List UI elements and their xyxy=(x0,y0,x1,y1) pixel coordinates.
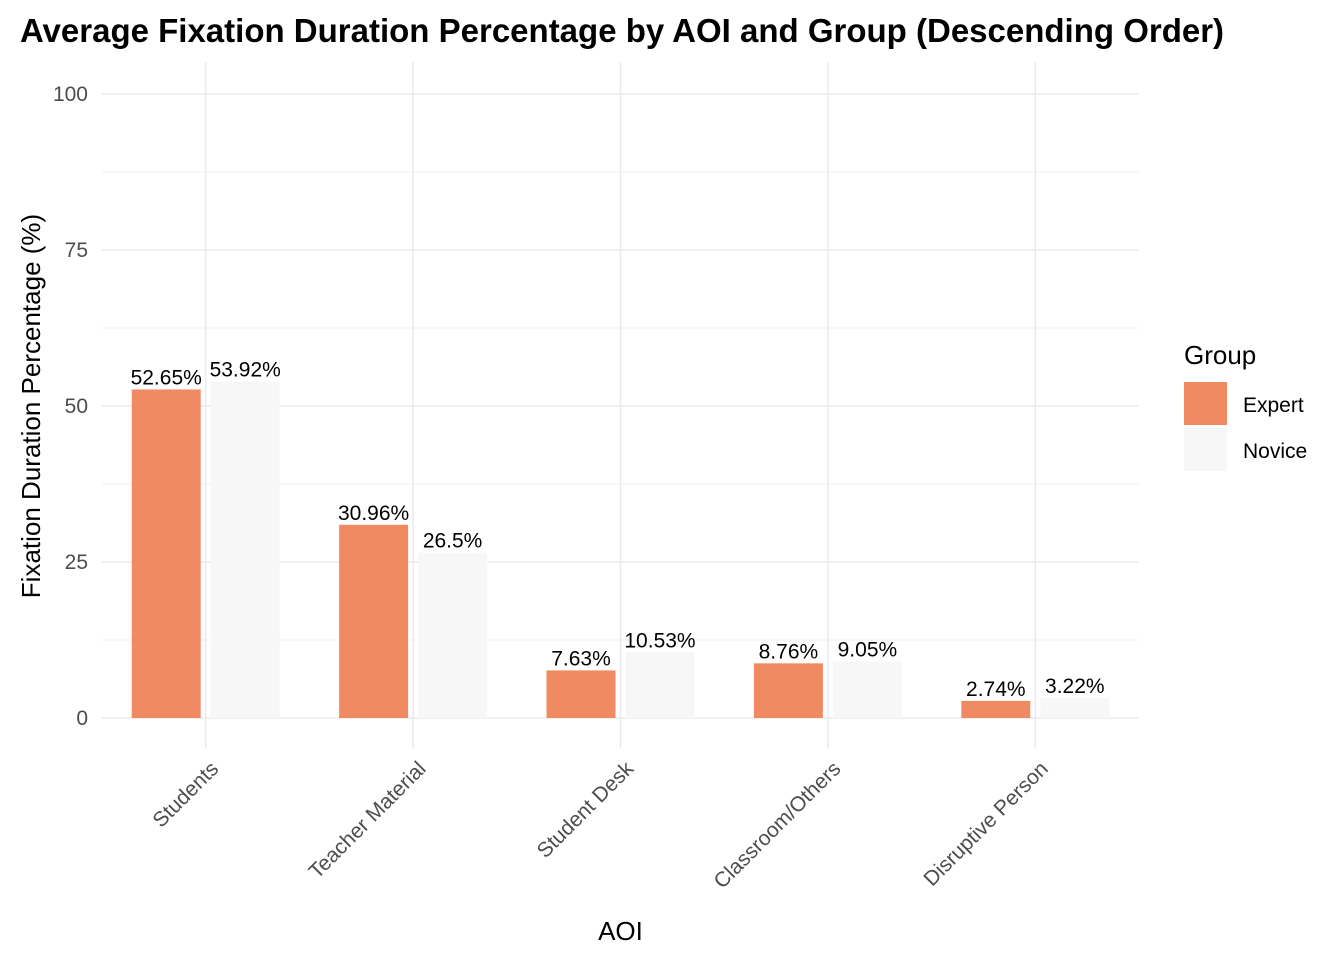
bar-expert xyxy=(546,670,616,718)
x-tick-label: Classroom/Others xyxy=(710,757,846,893)
y-tick-label: 75 xyxy=(65,239,88,262)
legend-swatch-novice xyxy=(1184,428,1227,471)
bar-novice xyxy=(418,552,488,718)
x-axis: Students Teacher Material Student Desk Clas… xyxy=(148,757,1052,893)
x-axis-title: AOI xyxy=(598,916,643,946)
y-tick-label: 25 xyxy=(65,551,88,574)
x-tick-label: Disruptive Person xyxy=(919,757,1052,890)
x-tick-label: Teacher Material xyxy=(305,757,431,883)
bar-expert xyxy=(753,663,823,718)
chart-title: Average Fixation Duration Percentage by … xyxy=(20,12,1224,49)
data-labels: 52.65% 53.92% 30.96% 26.5% 7.63% 10.53% 8.76% 9… xyxy=(131,359,1105,701)
legend-items: Expert Novice xyxy=(1184,382,1307,471)
legend-swatch-expert xyxy=(1184,382,1227,425)
bar-novice xyxy=(625,652,695,718)
data-label: 2.74% xyxy=(966,678,1026,701)
y-axis-title: Fixation Duration Percentage (%) xyxy=(16,214,46,598)
x-tick-label: Student Desk xyxy=(533,757,639,863)
data-label: 9.05% xyxy=(838,639,898,662)
data-label: 8.76% xyxy=(759,640,819,663)
data-label: 3.22% xyxy=(1045,675,1105,698)
data-label: 53.92% xyxy=(210,359,281,382)
y-tick-label: 100 xyxy=(53,83,88,106)
data-label: 7.63% xyxy=(551,647,611,670)
data-label: 52.65% xyxy=(131,366,202,389)
y-axis: 0 25 50 75 100 xyxy=(53,83,88,730)
y-tick-label: 50 xyxy=(65,395,88,418)
y-tick-label: 0 xyxy=(76,707,88,730)
legend: Group Expert Novice xyxy=(1184,340,1307,471)
x-tick-label: Students xyxy=(148,757,223,832)
bars xyxy=(131,381,1110,718)
bar-expert xyxy=(131,389,201,718)
bar-novice xyxy=(832,661,902,718)
data-label: 10.53% xyxy=(624,629,695,652)
legend-title: Group xyxy=(1184,340,1256,370)
bar-novice xyxy=(1040,697,1110,718)
bar-novice xyxy=(210,381,280,718)
bar-expert xyxy=(961,700,1031,718)
legend-label-expert: Expert xyxy=(1243,394,1304,417)
bar-expert xyxy=(339,524,409,718)
legend-label-novice: Novice xyxy=(1243,440,1307,463)
data-label: 26.5% xyxy=(423,530,483,553)
data-label: 30.96% xyxy=(338,502,409,525)
